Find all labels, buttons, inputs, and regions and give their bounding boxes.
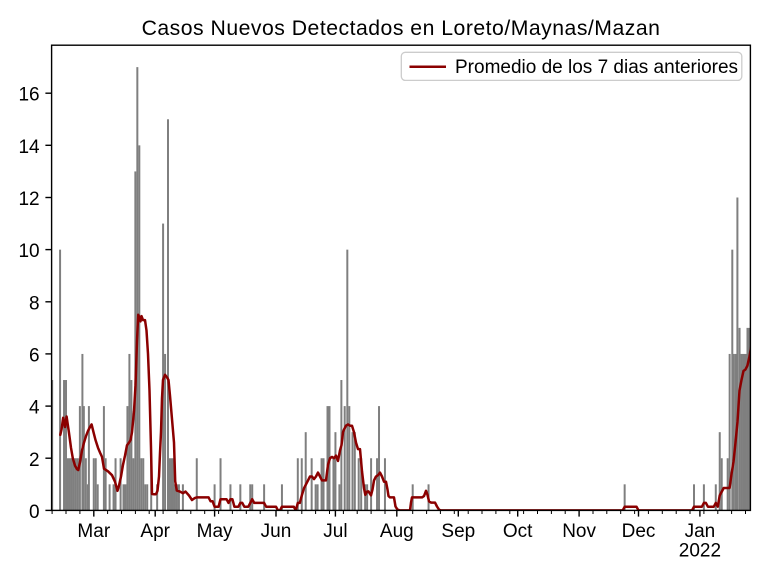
svg-text:Aug: Aug <box>380 521 414 542</box>
svg-text:Apr: Apr <box>140 521 170 542</box>
svg-text:Oct: Oct <box>503 521 533 542</box>
svg-text:Jun: Jun <box>261 521 292 542</box>
svg-text:Sep: Sep <box>441 521 475 542</box>
svg-text:Casos Nuevos Detectados en Lor: Casos Nuevos Detectados en Loreto/Maynas… <box>142 17 661 40</box>
svg-text:16: 16 <box>18 85 39 106</box>
svg-text:14: 14 <box>18 137 40 158</box>
svg-text:Jul: Jul <box>323 521 347 542</box>
svg-text:12: 12 <box>18 189 39 210</box>
svg-text:Promedio de los 7 dias anterio: Promedio de los 7 dias anteriores <box>455 57 738 78</box>
svg-text:2: 2 <box>29 450 40 471</box>
svg-text:6: 6 <box>29 345 40 366</box>
svg-text:Mar: Mar <box>77 521 110 542</box>
svg-text:Nov: Nov <box>562 521 596 542</box>
svg-text:May: May <box>197 521 233 542</box>
svg-text:Dec: Dec <box>622 521 656 542</box>
svg-text:0: 0 <box>29 502 40 523</box>
svg-text:2022: 2022 <box>679 541 721 562</box>
svg-text:8: 8 <box>29 293 40 314</box>
svg-text:4: 4 <box>29 398 40 419</box>
svg-text:10: 10 <box>18 241 39 262</box>
svg-text:Jan: Jan <box>685 521 716 542</box>
